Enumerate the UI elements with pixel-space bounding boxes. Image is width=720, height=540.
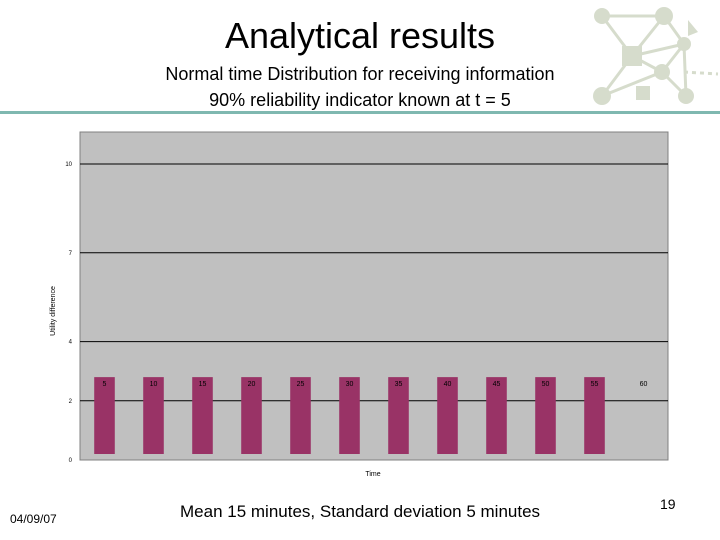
y-tick-label: 10 — [65, 162, 72, 168]
bar — [143, 377, 164, 454]
slide-subtitle-distribution: Normal time Distribution for receiving i… — [165, 64, 555, 84]
slide-date: 04/09/07 — [10, 512, 57, 526]
network-logo — [593, 7, 719, 105]
x-axis-label: Time — [365, 471, 380, 478]
x-tick-label: 25 — [297, 381, 305, 388]
bar — [339, 377, 360, 454]
slide-subtitle-reliability: 90% reliability indicator known at t = 5 — [209, 90, 511, 110]
x-tick-label: 35 — [395, 381, 403, 388]
x-tick-label: 10 — [150, 381, 158, 388]
bar — [486, 377, 507, 454]
bar — [192, 377, 213, 454]
bar — [584, 377, 605, 454]
y-tick-label: 4 — [69, 340, 73, 346]
page-number: 19 — [660, 496, 676, 512]
bar — [535, 377, 556, 454]
x-tick-label: 30 — [346, 381, 354, 388]
bar — [94, 377, 115, 454]
bar — [241, 377, 262, 454]
bar — [290, 377, 311, 454]
y-tick-label: 2 — [69, 399, 73, 405]
x-tick-label: 5 — [103, 381, 107, 388]
utility-difference-bar-chart: 0 2 4 7 10 5 10 15 20 25 30 35 40 45 50 55 60 Utility di… — [50, 131, 669, 478]
slide-title: Analytical results — [224, 15, 496, 56]
y-tick-label: 0 — [69, 458, 73, 464]
x-tick-label: 55 — [591, 381, 599, 388]
x-tick-label: 40 — [444, 381, 452, 388]
x-tick-label: 45 — [493, 381, 501, 388]
y-tick-label: 7 — [69, 251, 73, 257]
footer-note: Mean 15 minutes, Standard deviation 5 mi… — [180, 502, 541, 521]
y-axis-label: Utility difference — [50, 286, 57, 336]
x-tick-label: 60 — [640, 381, 648, 388]
x-tick-label: 20 — [248, 381, 256, 388]
plot-area — [79, 131, 669, 461]
title-divider — [0, 111, 720, 114]
x-tick-label: 50 — [542, 381, 550, 388]
x-tick-label: 15 — [199, 381, 207, 388]
bar — [388, 377, 409, 454]
bar — [437, 377, 458, 454]
